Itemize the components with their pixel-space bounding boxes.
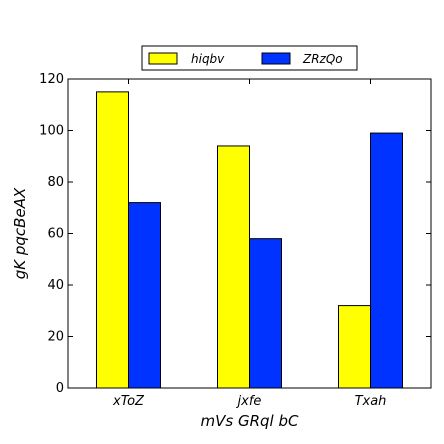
y-tick-label: 40	[47, 278, 64, 293]
legend-label-hiqbv: hiqbv	[191, 52, 225, 66]
x-axis-label: mVs GRql bC	[201, 412, 299, 430]
bar-hiqbv-xToZ	[96, 91, 129, 389]
legend-label-ZRzQo: ZRzQo	[302, 52, 343, 66]
bar-ZRzQo-jxfe	[249, 238, 282, 389]
bar-hiqbv-Txah	[338, 305, 371, 389]
y-tick-label: 20	[47, 330, 64, 345]
legend-box	[141, 45, 358, 71]
y-axis: 0 20 40 60 80 100 120	[39, 72, 431, 396]
legend-swatch-ZRzQo	[261, 52, 291, 65]
bar-ZRzQo-xToZ	[128, 202, 161, 389]
bar-ZRzQo-Txah	[370, 132, 403, 389]
plot-frame	[67, 78, 432, 389]
y-tick-label: 0	[56, 381, 64, 396]
legend-swatch-hiqbv	[148, 52, 178, 65]
y-tick-label: 120	[39, 72, 64, 87]
x-tick-label: jxfe	[236, 394, 262, 409]
y-axis-label: gK pqcBeAX	[11, 187, 29, 279]
y-tick-label: 80	[47, 175, 64, 190]
bar-hiqbv-jxfe	[217, 145, 250, 389]
x-tick-label: xToZ	[112, 394, 145, 409]
y-tick-label: 100	[39, 124, 64, 139]
x-axis: xToZ jxfe Txah	[112, 79, 386, 409]
y-tick-label: 60	[47, 227, 64, 242]
legend: hiqbv ZRzQo	[141, 45, 358, 71]
bars	[96, 91, 403, 389]
x-tick-label: Txah	[355, 394, 387, 409]
